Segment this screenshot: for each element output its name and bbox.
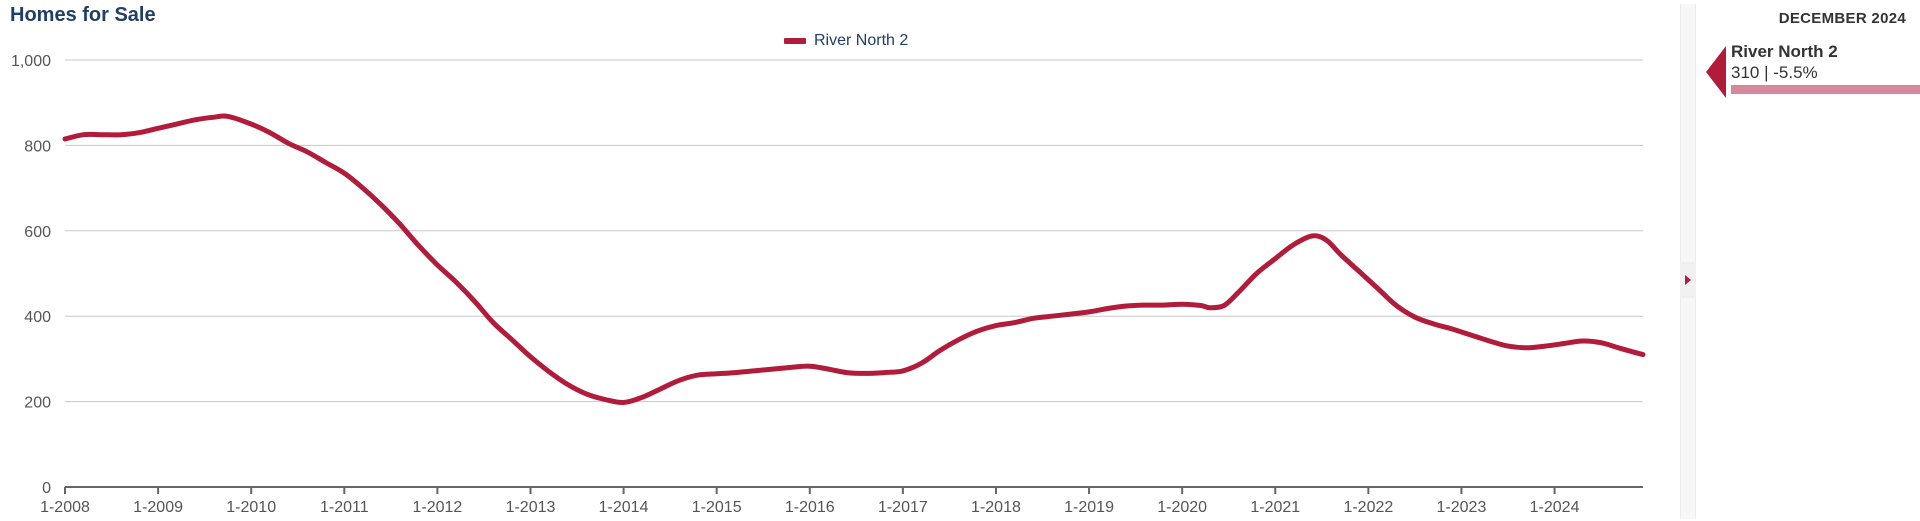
side-panel-series-name: River North 2: [1731, 42, 1838, 61]
y-tick-label: 600: [24, 224, 51, 241]
series-line-river-north-2: [62, 113, 1646, 406]
x-tick-label: 1-2022: [1343, 499, 1393, 516]
y-tick-label: 1,000: [11, 53, 51, 70]
legend[interactable]: River North 2: [784, 32, 908, 50]
x-tick-label: 1-2023: [1437, 499, 1487, 516]
x-tick-label: 1-2017: [878, 499, 928, 516]
grid-lines: [65, 59, 1643, 403]
x-tick-label: 1-2012: [412, 499, 462, 516]
x-tick-label: 1-2021: [1250, 499, 1300, 516]
y-tick-label: 200: [24, 395, 51, 412]
series-layer: [62, 113, 1646, 406]
x-tick-label: 1-2024: [1530, 499, 1580, 516]
x-tick-label: 1-2009: [133, 499, 183, 516]
x-tick-label: 1-2014: [599, 499, 649, 516]
x-tick-label: 1-2011: [320, 499, 369, 516]
y-tick-label: 800: [24, 138, 51, 155]
side-panel-series-value: 310 | -5.5%: [1731, 63, 1818, 82]
x-tick-label: 1-2020: [1157, 499, 1207, 516]
side-panel-item[interactable]: River North 2 310 | -5.5%: [1706, 41, 1920, 99]
x-tick-label: 1-2015: [692, 499, 742, 516]
x-axis-tick-labels: 1-2008 1-2009 1-2010 1-2011 1-2012 1-2013 1-20…: [40, 499, 1579, 516]
side-panel-month: DECEMBER 2024: [1778, 10, 1906, 27]
y-tick-label: 400: [24, 309, 51, 326]
panel-divider: [1680, 4, 1696, 519]
page-title: Homes for Sale: [10, 4, 156, 26]
x-tick-label: 1-2016: [785, 499, 835, 516]
x-tick-label: 1-2013: [506, 499, 556, 516]
legend-swatch: [784, 38, 806, 44]
x-tick-label: 1-2008: [40, 499, 90, 516]
triangle-left-icon: [1706, 46, 1726, 98]
y-axis-tick-labels: 0 200 400 600 800 1,000: [11, 53, 51, 497]
x-tick-label: 1-2019: [1064, 499, 1114, 516]
x-tick-label: 1-2018: [971, 499, 1021, 516]
x-axis: [64, 486, 1643, 494]
triangle-right-icon: [1685, 275, 1691, 285]
y-tick-label: 0: [42, 480, 51, 497]
legend-label: River North 2: [814, 32, 909, 49]
side-panel-value-bar: [1731, 85, 1920, 94]
x-tick-label: 1-2010: [226, 499, 276, 516]
panel-collapse-toggle[interactable]: [1680, 262, 1696, 298]
